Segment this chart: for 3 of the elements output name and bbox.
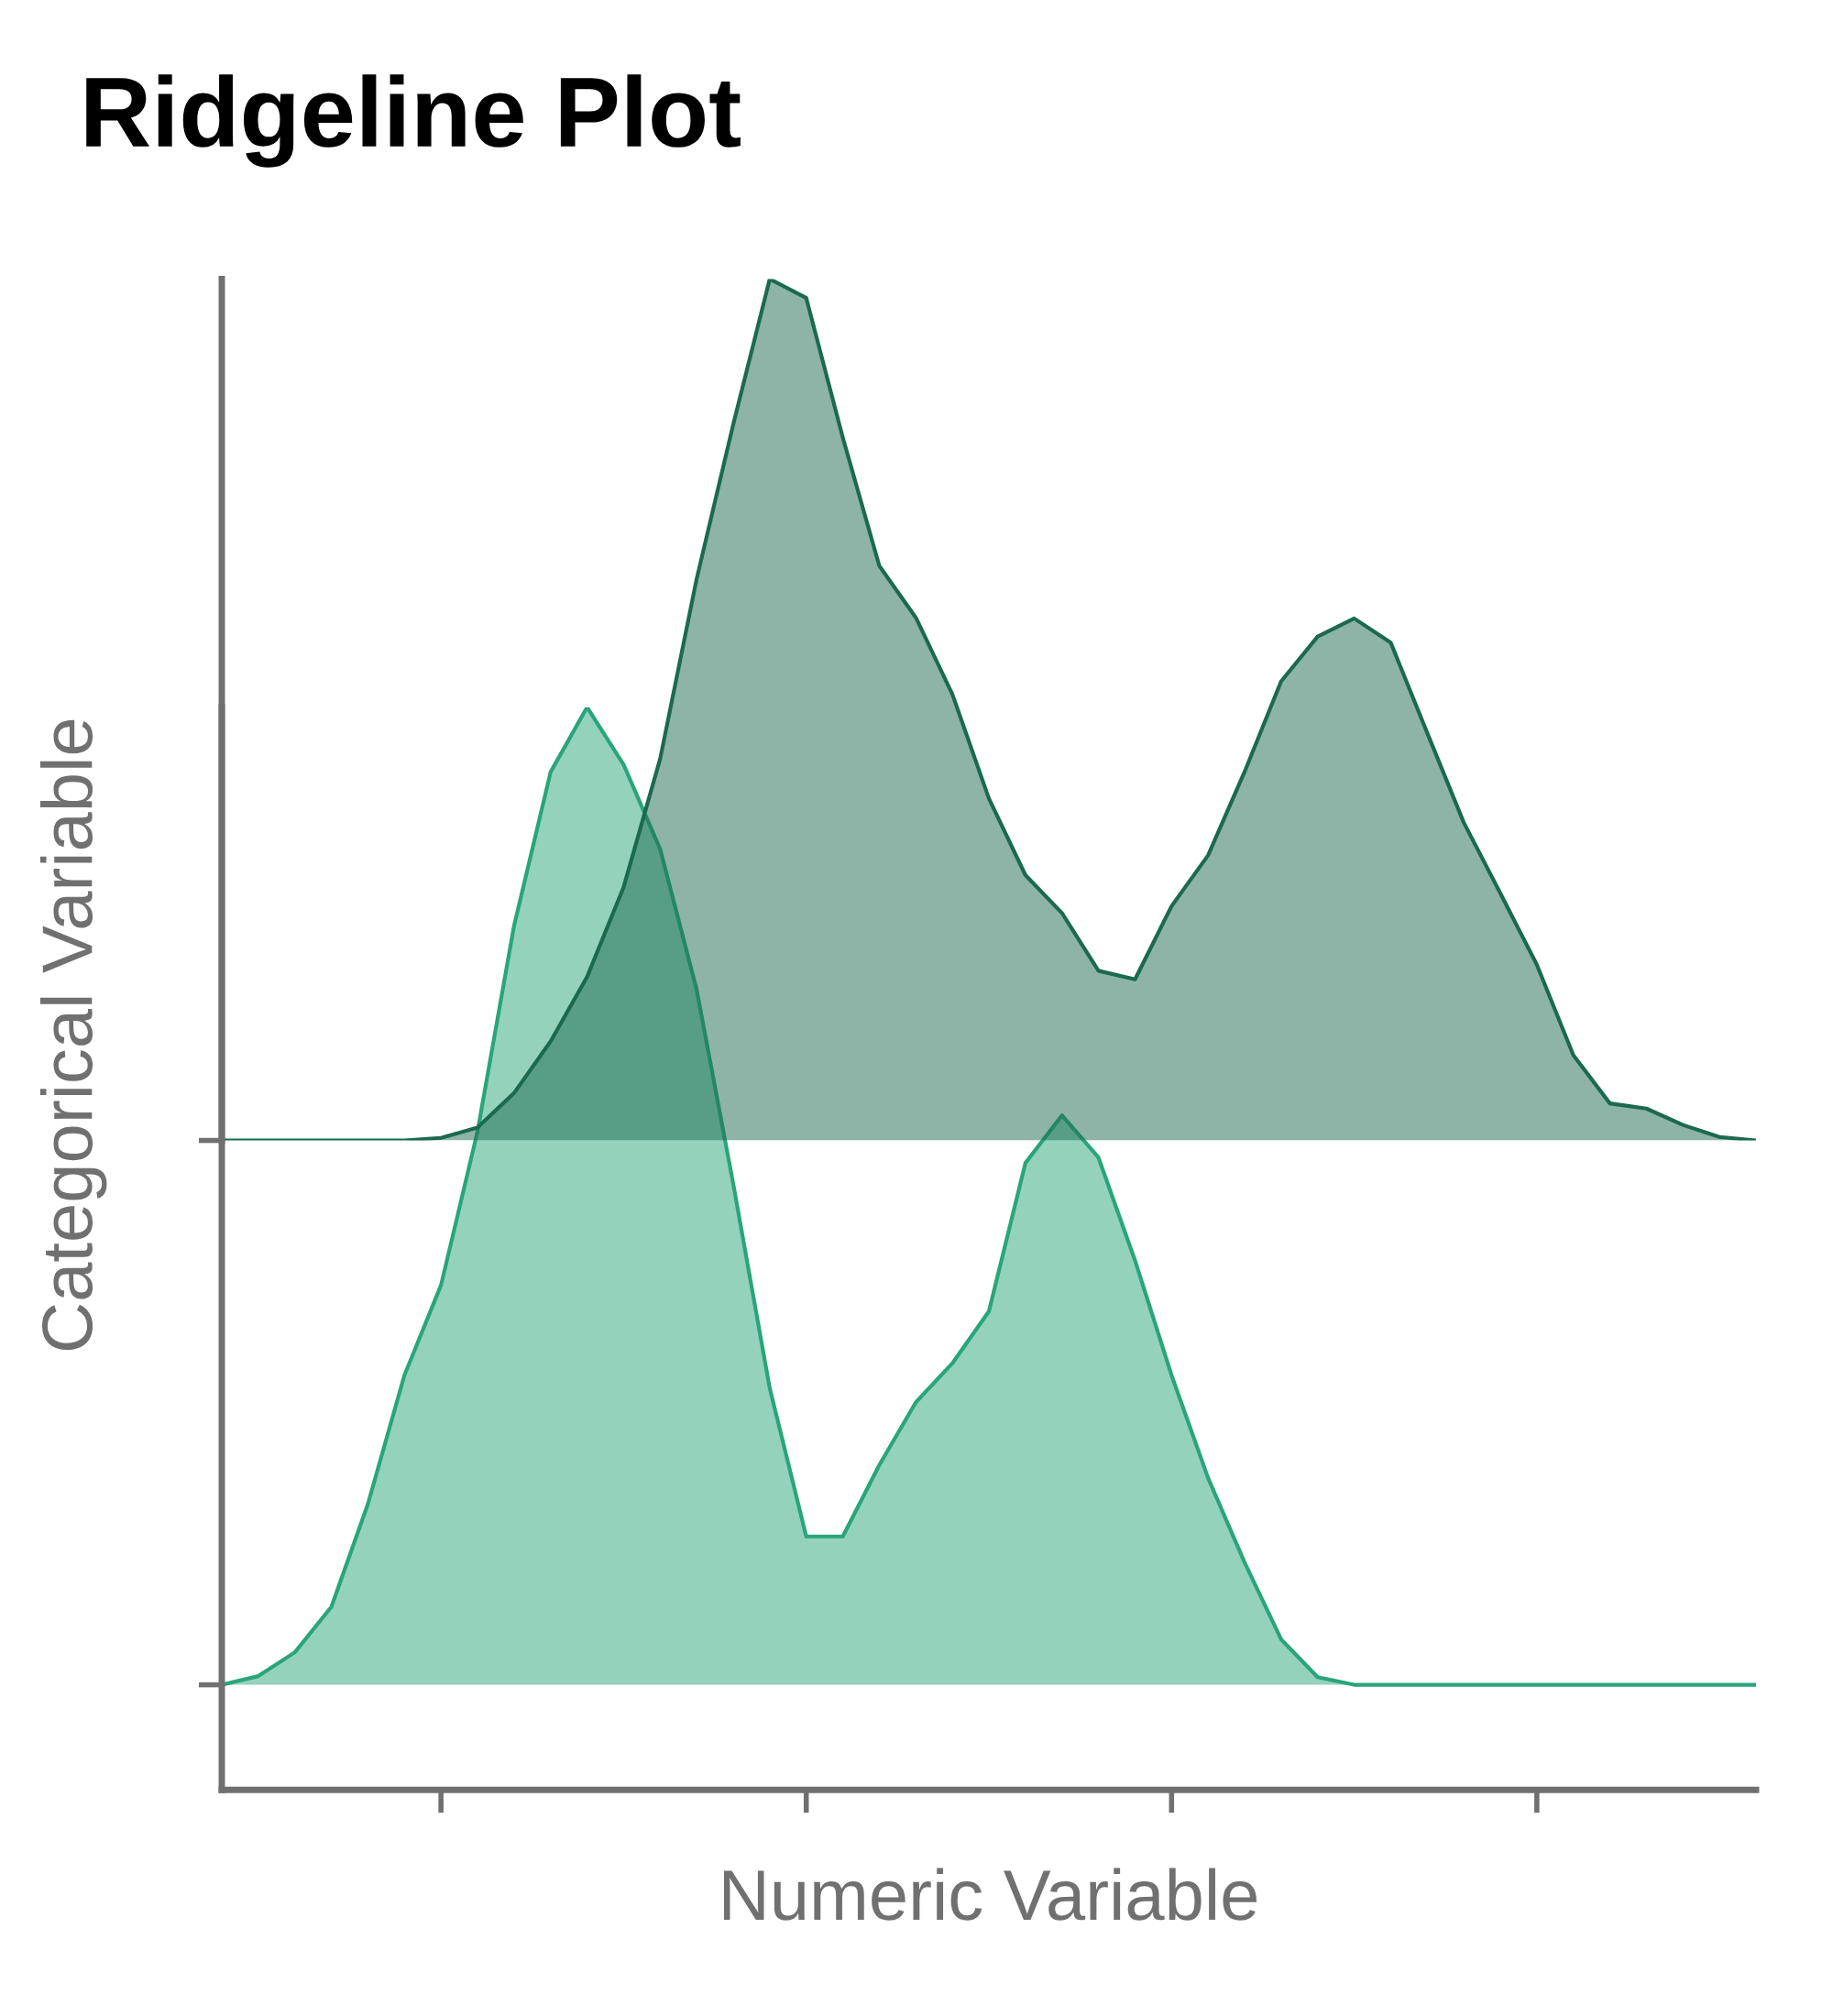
- y-axis-title: Categorical Variable: [39, 719, 107, 1351]
- chart-title: Ridgeline Plot: [86, 74, 741, 168]
- x-axis-title: Numeric Variable: [724, 1868, 1257, 1921]
